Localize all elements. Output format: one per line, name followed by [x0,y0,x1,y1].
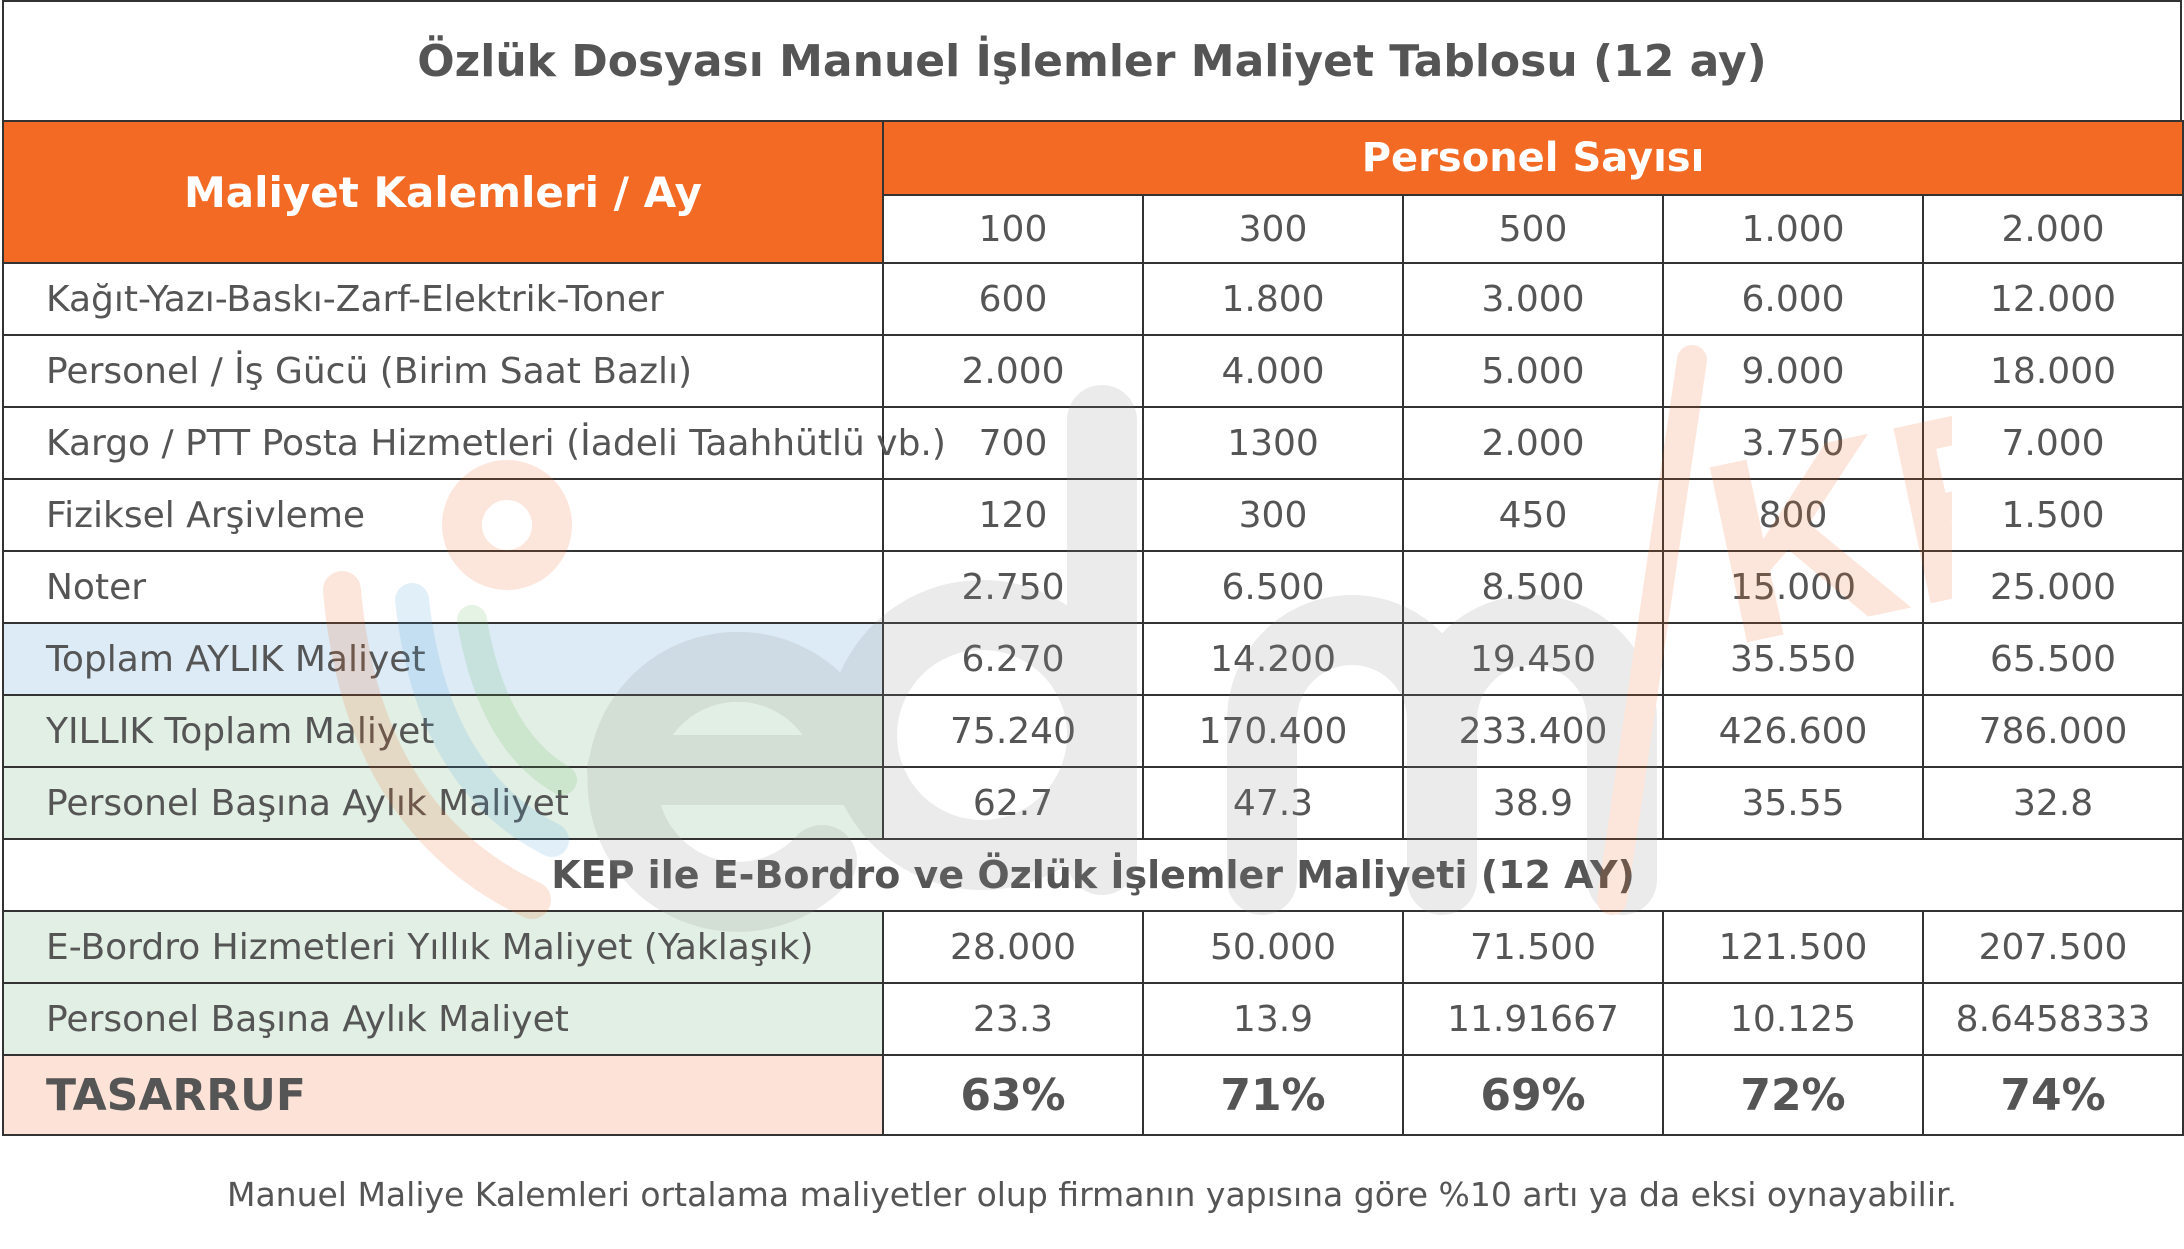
saving-value: 72% [1662,1054,1924,1136]
table-row: Toplam AYLIK Maliyet 6.270 14.200 19.450 35.… [2,622,2184,696]
value-cell: 18.000 [1921,334,2184,408]
value-cell: 300 [1142,478,1404,552]
table-row: Kargo / PTT Posta Hizmetleri (İadeli Taa… [2,406,2184,480]
value-cell: 32.8 [1921,766,2184,840]
value-cell: 800 [1662,478,1924,552]
value-cell: 28.000 [882,910,1144,984]
value-cell: 600 [882,262,1144,336]
row-label: YILLIK Toplam Maliyet [2,694,884,768]
value-cell: 8.500 [1402,550,1664,624]
value-cell: 47.3 [1142,766,1404,840]
value-cell: 8.6458333 [1921,982,2184,1056]
saving-row: TASARRUF 63% 71% 69% 72% 74% [2,1054,2184,1136]
personnel-count-cell: 300 [1142,194,1404,264]
value-cell: 50.000 [1142,910,1404,984]
value-cell: 6.000 [1662,262,1924,336]
value-cell: 14.200 [1142,622,1404,696]
kep-section-title: KEP ile E-Bordro ve Özlük İşlemler Maliy… [1,838,2184,912]
value-cell: 3.000 [1402,262,1664,336]
personnel-count-cell: 500 [1402,194,1664,264]
saving-value: 69% [1402,1054,1664,1136]
page-title: Özlük Dosyası Manuel İşlemler Maliyet Ta… [417,35,1767,87]
table-row: Fiziksel Arşivleme 120 300 450 800 1.500 [2,478,2184,552]
saving-label: TASARRUF [2,1054,884,1136]
table-row: Personel / İş Gücü (Birim Saat Bazlı) 2.0… [2,334,2184,408]
row-label: Fiziksel Arşivleme [2,478,884,552]
footnote: Manuel Maliye Kalemleri ortalama maliyet… [226,1175,1958,1214]
value-cell: 2.000 [882,334,1144,408]
personnel-count-cell: 2.000 [1921,194,2184,264]
value-cell: 233.400 [1402,694,1664,768]
table-row: Kağıt-Yazı-Baskı-Zarf-Elektrik-Toner 600 1… [2,262,2184,336]
row-label: Personel Başına Aylık Maliyet [2,982,884,1056]
value-cell: 207.500 [1921,910,2184,984]
row-label: Personel Başına Aylık Maliyet [2,766,884,840]
value-cell: 35.55 [1662,766,1924,840]
row-label: Noter [2,550,884,624]
row-label: Toplam AYLIK Maliyet [2,622,884,696]
value-cell: 450 [1402,478,1664,552]
value-cell: 700 [882,406,1144,480]
title-box: Özlük Dosyası Manuel İşlemler Maliyet Ta… [2,0,2182,120]
value-cell: 25.000 [1921,550,2184,624]
value-cell: 19.450 [1402,622,1664,696]
value-cell: 12.000 [1921,262,2184,336]
value-cell: 75.240 [882,694,1144,768]
cost-table: Maliyet Kalemleri / Ay Personel Sayısı 1… [1,120,2184,1136]
row-label: Kağıt-Yazı-Baskı-Zarf-Elektrik-Toner [2,262,884,336]
cost-table-figure: Özlük Dosyası Manuel İşlemler Maliyet Ta… [1,0,2184,1154]
value-cell: 426.600 [1662,694,1924,768]
personnel-count-row: 100 300 500 1.000 2.000 [3,194,2184,264]
value-cell: 2.000 [1402,406,1664,480]
column-group-header: Personel Sayısı [881,120,2184,196]
value-cell: 62.7 [882,766,1144,840]
value-cell: 13.9 [1142,982,1404,1056]
value-cell: 120 [882,478,1144,552]
value-cell: 71.500 [1402,910,1664,984]
value-cell: 3.750 [1662,406,1924,480]
saving-value: 74% [1921,1054,2184,1136]
kep-section-row: KEP ile E-Bordro ve Özlük İşlemler Maliy… [1,838,2184,912]
value-cell: 786.000 [1921,694,2184,768]
value-cell: 38.9 [1402,766,1664,840]
value-cell: 9.000 [1662,334,1924,408]
value-cell: 170.400 [1142,694,1404,768]
value-cell: 6.270 [882,622,1144,696]
value-cell: 65.500 [1921,622,2184,696]
value-cell: 5.000 [1402,334,1664,408]
value-cell: 1300 [1142,406,1404,480]
row-label: Kargo / PTT Posta Hizmetleri (İadeli Taa… [2,406,946,480]
value-cell: 11.91667 [1402,982,1664,1056]
table-row: YILLIK Toplam Maliyet 75.240 170.400 233.40… [2,694,2184,768]
row-header-label: Maliyet Kalemleri / Ay [2,120,884,264]
saving-value: 71% [1142,1054,1404,1136]
value-cell: 121.500 [1662,910,1924,984]
value-cell: 23.3 [882,982,1144,1056]
row-label: E-Bordro Hizmetleri Yıllık Maliyet (Yakl… [2,910,884,984]
value-cell: 4.000 [1142,334,1404,408]
personnel-count-cell: 1.000 [1662,194,1924,264]
table-row: Personel Başına Aylık Maliyet 23.3 13.9 11.… [2,982,2184,1056]
personnel-count-cell: 100 [882,194,1144,264]
value-cell: 1.500 [1921,478,2184,552]
value-cell: 6.500 [1142,550,1404,624]
table-row: Noter 2.750 6.500 8.500 15.000 25.000 [2,550,2184,624]
value-cell: 35.550 [1662,622,1924,696]
value-cell: 10.125 [1662,982,1924,1056]
table-row: Personel Başına Aylık Maliyet 62.7 47.3 38.… [2,766,2184,840]
row-label: Personel / İş Gücü (Birim Saat Bazlı) [2,334,884,408]
table-row: E-Bordro Hizmetleri Yıllık Maliyet (Yakl… [2,910,2184,984]
value-cell: 7.000 [1921,406,2184,480]
saving-value: 63% [882,1054,1144,1136]
value-cell: 1.800 [1142,262,1404,336]
value-cell: 15.000 [1662,550,1924,624]
value-cell: 2.750 [882,550,1144,624]
